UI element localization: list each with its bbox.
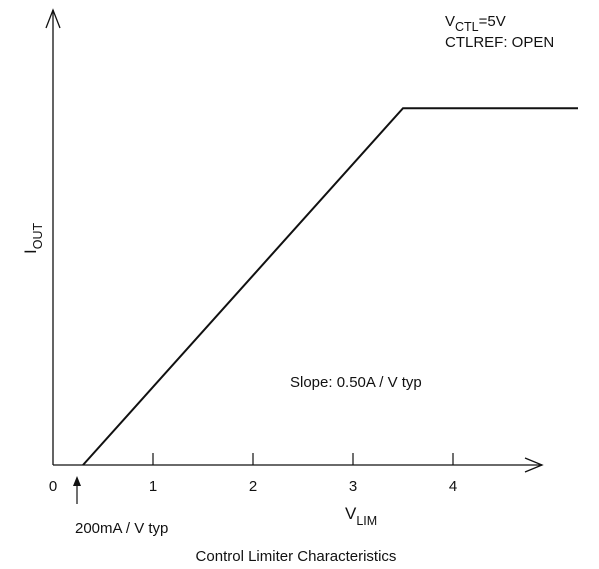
x-tick-label: 1 xyxy=(149,478,157,495)
condition-vctl: VCTL=5V xyxy=(445,13,506,34)
slope-annotation: Slope: 0.50A / V typ xyxy=(290,374,422,391)
start-arrow-head xyxy=(73,476,81,486)
x-tick-label: 2 xyxy=(249,478,257,495)
y-axis-label: IOUT xyxy=(21,223,45,254)
x-axis-arrowhead xyxy=(524,457,544,473)
x-axis-label: VLIM xyxy=(345,504,377,528)
y-axis-arrowhead xyxy=(45,8,61,29)
series-line xyxy=(82,107,578,466)
condition-ctlref: CTLREF: OPEN xyxy=(445,34,554,51)
x-tick-label: 3 xyxy=(349,478,357,495)
start-annotation: 200mA / V typ xyxy=(75,520,168,537)
x-ticks: 0 1 2 3 4 xyxy=(49,453,457,495)
plot-area: 0 1 2 3 4 VLIM IOUT VCTL=5V CTLREF: OPEN Slo… xyxy=(21,8,578,565)
x-tick-label: 4 xyxy=(449,478,457,495)
chart-caption: Control Limiter Characteristics xyxy=(196,548,397,565)
series-layer xyxy=(82,107,578,466)
x-tick-label: 0 xyxy=(49,478,57,495)
